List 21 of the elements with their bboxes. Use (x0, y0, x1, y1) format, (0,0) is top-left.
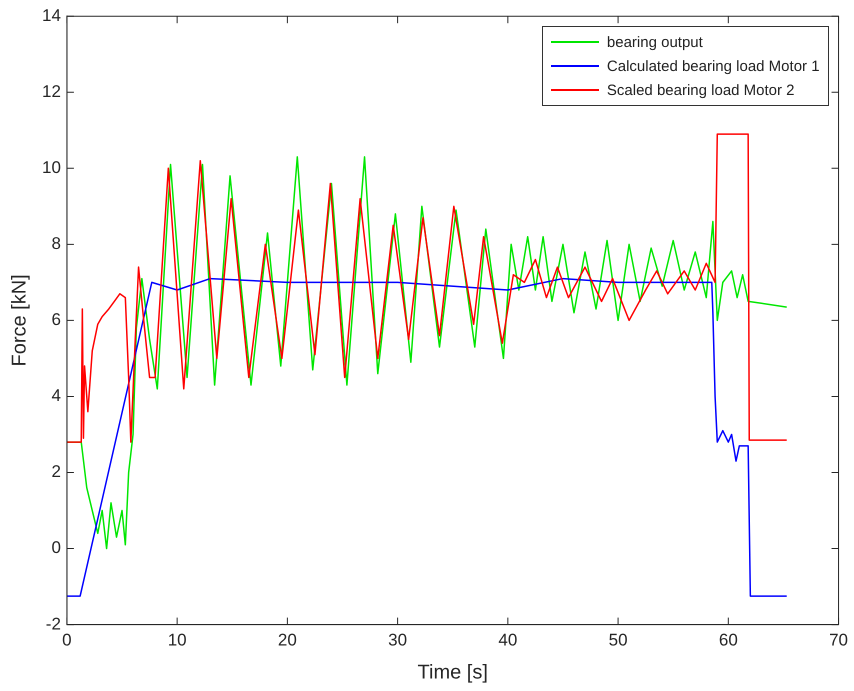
y-tick-label: -2 (46, 614, 61, 634)
legend-label: bearing output (606, 34, 703, 51)
y-tick-label: 6 (51, 310, 61, 330)
x-tick-label: 10 (168, 630, 187, 650)
x-tick-label: 50 (608, 630, 628, 650)
x-tick-label: 70 (829, 630, 848, 650)
y-tick-label: 10 (42, 158, 61, 177)
x-tick-label: 60 (718, 630, 738, 650)
x-axis-title: Time [s] (418, 662, 488, 684)
y-tick-label: 12 (42, 82, 61, 101)
legend-label: Scaled bearing load Motor 2 (606, 82, 795, 99)
legend-label: Calculated bearing load Motor 1 (606, 58, 820, 75)
y-tick-label: 4 (51, 386, 61, 406)
y-tick-label: 0 (51, 538, 61, 558)
x-tick-label: 30 (388, 630, 408, 650)
x-tick-label: 20 (278, 630, 297, 650)
y-tick-label: 14 (42, 6, 61, 25)
y-tick-label: 2 (51, 462, 61, 482)
x-tick-label: 40 (498, 630, 518, 650)
y-axis-title: Force [kN] (8, 274, 31, 367)
y-tick-label: 8 (51, 234, 61, 254)
